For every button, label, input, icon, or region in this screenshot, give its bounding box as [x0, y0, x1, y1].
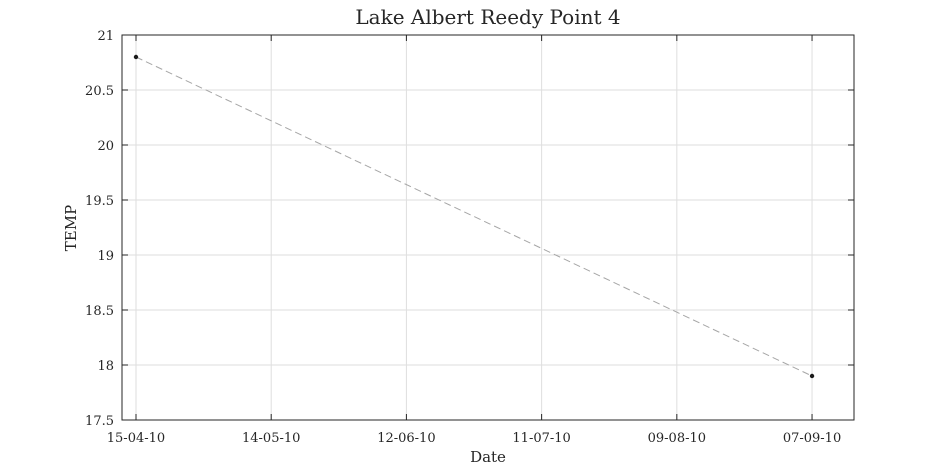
tick-layer: 15-04-10 14-05-10 12-06-10 11-07-10 09-08-10… — [85, 29, 854, 446]
plot-area-frame — [121, 34, 855, 421]
y-tick-label: 21 — [97, 29, 114, 44]
x-tick-label: 11-07-10 — [512, 431, 570, 446]
y-tick-label: 18.5 — [85, 304, 114, 319]
x-tick-label: 09-08-10 — [648, 431, 706, 446]
x-tick-label: 07-09-10 — [783, 431, 841, 446]
chart-title: Lake Albert Reedy Point 4 — [355, 5, 620, 29]
data-point — [133, 54, 139, 60]
y-tick-label: 19 — [97, 249, 114, 264]
y-tick-label: 20.5 — [85, 84, 114, 99]
x-axis-label: Date — [470, 448, 506, 466]
data-point — [809, 373, 815, 379]
y-tick-label: 18 — [97, 359, 114, 374]
x-tick-label: 12-06-10 — [377, 431, 435, 446]
y-tick-label: 19.5 — [85, 194, 114, 209]
series-line — [135, 56, 813, 377]
y-axis-label: TEMP — [62, 205, 80, 251]
y-tick-label: 17.5 — [85, 414, 114, 429]
series-layer — [133, 54, 815, 379]
grid-layer — [122, 34, 854, 421]
x-tick-label: 14-05-10 — [242, 431, 300, 446]
y-tick-label: 20 — [97, 139, 114, 154]
x-tick-label: 15-04-10 — [107, 431, 165, 446]
